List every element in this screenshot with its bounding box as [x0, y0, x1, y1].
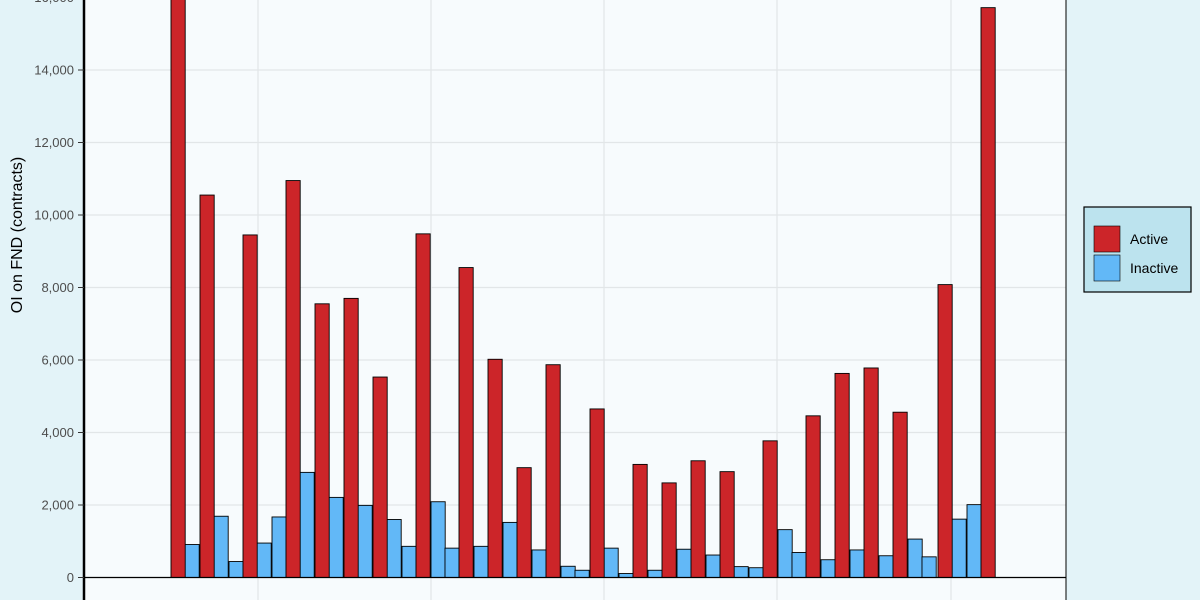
- inactive-bar: [213, 515, 229, 578]
- active-bar: [170, 0, 186, 578]
- inactive-bar: [299, 471, 315, 578]
- y-axis-title: OI on FND (contracts): [9, 157, 26, 313]
- y-axis-ticks: 0 2,000 4,000 6,000 8,000 10,000 12,000 14,000 1…: [34, 0, 84, 585]
- active-bar: [661, 482, 677, 578]
- inactive-bar: [502, 521, 518, 578]
- active-bar: [516, 467, 532, 578]
- inactive-bar: [430, 501, 446, 578]
- inactive-bar: [878, 555, 894, 578]
- y-tick-label: 8,000: [41, 280, 74, 295]
- inactive-bar: [733, 566, 749, 578]
- inactive-bar: [473, 545, 489, 578]
- active-bar: [690, 460, 706, 578]
- active-bar: [632, 463, 648, 578]
- y-tick-label: 16,000: [34, 0, 74, 5]
- active-bar: [487, 358, 503, 578]
- inactive-bar: [603, 547, 619, 578]
- active-bar: [762, 440, 778, 578]
- active-bar: [285, 180, 301, 578]
- active-bar: [892, 411, 908, 578]
- active-bar: [863, 367, 879, 578]
- inactive-bar: [256, 542, 272, 578]
- y-tick-label: 14,000: [34, 63, 74, 78]
- active-bar: [242, 234, 258, 578]
- inactive-bar: [184, 544, 200, 578]
- inactive-bar: [849, 549, 865, 578]
- inactive-bar: [921, 556, 937, 578]
- y-tick-label: 2,000: [41, 498, 74, 513]
- active-bar: [834, 372, 850, 578]
- active-bar: [589, 408, 605, 578]
- active-bar: [199, 194, 215, 578]
- inactive-bar: [791, 552, 807, 578]
- y-tick-label: 0: [67, 570, 74, 585]
- inactive-bar: [271, 516, 287, 578]
- active-bar: [372, 376, 388, 578]
- y-tick-label: 6,000: [41, 353, 74, 368]
- active-bar: [719, 471, 735, 578]
- inactive-bar: [401, 545, 417, 578]
- inactive-bar: [228, 561, 244, 578]
- inactive-bar: [647, 569, 663, 578]
- inactive-bar: [966, 504, 982, 578]
- active-bars: [170, 0, 996, 578]
- inactive-bar: [531, 549, 547, 578]
- inactive-bar: [560, 565, 576, 578]
- y-tick-label: 4,000: [41, 425, 74, 440]
- active-bar: [458, 267, 474, 578]
- y-tick-label: 10,000: [34, 208, 74, 223]
- inactive-bar: [705, 554, 721, 578]
- active-bar: [980, 7, 996, 578]
- inactive-bar: [907, 538, 923, 578]
- legend: Active Inactive: [1083, 206, 1192, 293]
- legend-label-active: Active: [1130, 231, 1168, 247]
- active-bar: [805, 415, 821, 578]
- active-bar: [314, 303, 330, 578]
- inactive-bar: [574, 569, 590, 578]
- inactive-bar: [676, 548, 692, 578]
- inactive-bar: [951, 518, 967, 578]
- plot-panel: [84, 0, 1066, 600]
- active-bar: [343, 297, 359, 578]
- inactive-bar: [777, 529, 793, 578]
- inactive-bar: [748, 567, 764, 578]
- active-bar: [415, 233, 431, 578]
- legend-key-inactive: [1093, 254, 1121, 282]
- inactive-bar: [820, 559, 836, 578]
- inactive-bar: [357, 504, 373, 578]
- inactive-bar: [328, 496, 344, 578]
- legend-label-inactive: Inactive: [1130, 260, 1178, 276]
- active-bar: [545, 364, 561, 578]
- inactive-bars: [184, 471, 982, 578]
- active-bar: [937, 284, 953, 578]
- inactive-bar: [444, 547, 460, 578]
- inactive-bar: [386, 519, 402, 578]
- y-tick-label: 12,000: [34, 135, 74, 150]
- legend-key-active: [1093, 225, 1121, 253]
